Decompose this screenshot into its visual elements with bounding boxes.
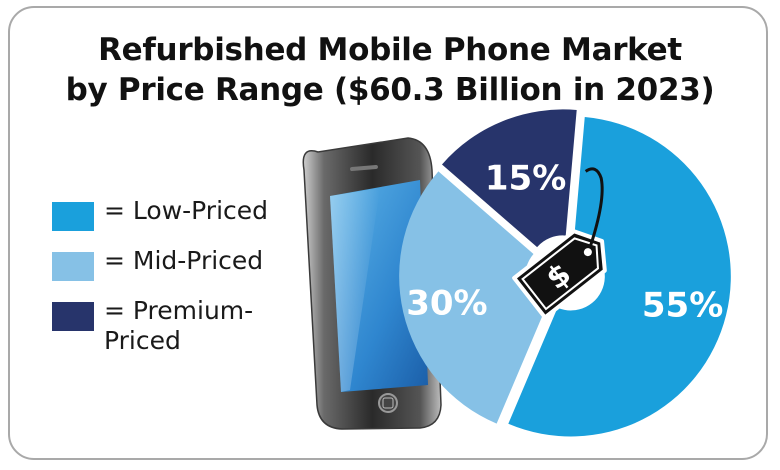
legend-swatch-premium-priced xyxy=(52,302,94,331)
chart-title-line2: by Price Range ($60.3 Billion in 2023) xyxy=(65,72,715,108)
pie-slice-mid-priced xyxy=(399,171,546,424)
pie-label-premium-priced: 15% xyxy=(485,158,566,198)
pie-label-mid-priced: 30% xyxy=(406,283,487,323)
price-tag-icon: $ xyxy=(512,167,607,320)
chart-title-line1: Refurbished Mobile Phone Market xyxy=(98,32,682,68)
smartphone-icon xyxy=(302,137,442,430)
pie-slice-low-priced xyxy=(508,117,731,437)
legend-label-mid-priced: = Mid-Priced xyxy=(104,246,264,275)
legend-label-low-priced: = Low-Priced xyxy=(104,196,269,225)
pie-label-low-priced: 55% xyxy=(642,285,723,325)
legend-label-premium-priced: = Premium- Priced xyxy=(104,296,254,355)
legend-swatch-low-priced xyxy=(52,202,94,231)
legend-swatch-mid-priced xyxy=(52,252,94,281)
pie-slice-premium-priced xyxy=(441,109,577,248)
chart-title: Refurbished Mobile Phone Market by Price… xyxy=(0,30,780,110)
